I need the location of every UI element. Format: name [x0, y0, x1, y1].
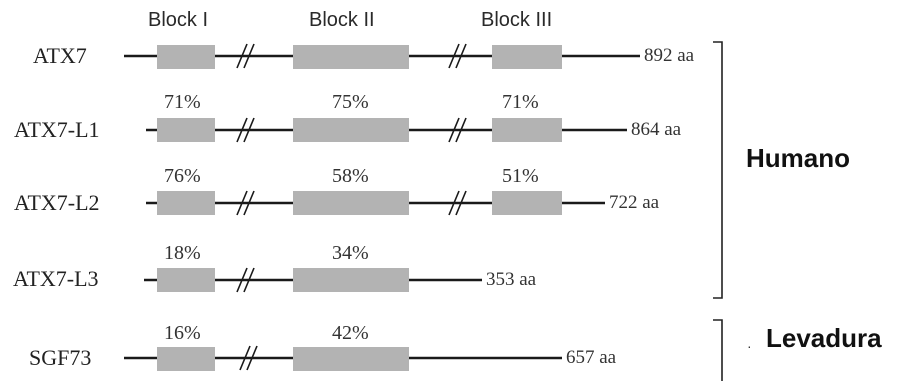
identity-percent: 34% — [332, 242, 369, 264]
break-mark — [236, 43, 255, 69]
identity-percent: 42% — [332, 322, 369, 344]
protein-label: SGF73 — [29, 345, 92, 370]
block-3 — [492, 118, 562, 142]
protein-label: ATX7-L2 — [14, 190, 100, 215]
identity-percent: 71% — [502, 91, 539, 113]
protein-label: ATX7-L3 — [13, 266, 99, 291]
protein-length: 657 aa — [566, 347, 617, 368]
block-2 — [293, 45, 409, 69]
protein-label: ATX7-L1 — [14, 117, 100, 142]
block-2 — [293, 118, 409, 142]
identity-percent: 75% — [332, 91, 369, 113]
yeast-bracket — [713, 319, 723, 381]
block-2 — [293, 191, 409, 215]
human-bracket — [713, 41, 723, 299]
break-mark — [236, 190, 255, 216]
block-3 — [492, 45, 562, 69]
identity-percent: 16% — [164, 322, 201, 344]
block-header: Block III — [481, 9, 553, 31]
break-mark — [448, 43, 467, 69]
break-mark — [448, 190, 467, 216]
block-1 — [157, 347, 215, 371]
protein-length: 892 aa — [644, 45, 695, 66]
group-label-human: Humano — [746, 143, 850, 173]
stray-dot: · — [747, 338, 752, 354]
block-1 — [157, 268, 215, 292]
block-header: Block II — [309, 9, 375, 31]
identity-percent: 18% — [164, 242, 201, 264]
block-1 — [157, 118, 215, 142]
protein-length: 722 aa — [609, 192, 660, 213]
break-mark — [236, 267, 255, 293]
break-mark — [239, 345, 258, 371]
group-label-yeast: Levadura — [766, 323, 882, 353]
break-mark — [236, 117, 255, 143]
protein-label: ATX7 — [33, 43, 87, 68]
identity-percent: 76% — [164, 165, 201, 187]
identity-percent: 58% — [332, 165, 369, 187]
block-1 — [157, 191, 215, 215]
protein-length: 864 aa — [631, 119, 682, 140]
block-header: Block I — [148, 9, 209, 31]
break-mark — [448, 117, 467, 143]
block-2 — [293, 268, 409, 292]
identity-percent: 51% — [502, 165, 539, 187]
protein-length: 353 aa — [486, 269, 537, 290]
identity-percent: 71% — [164, 91, 201, 113]
block-3 — [492, 191, 562, 215]
block-1 — [157, 45, 215, 69]
block-2 — [293, 347, 409, 371]
